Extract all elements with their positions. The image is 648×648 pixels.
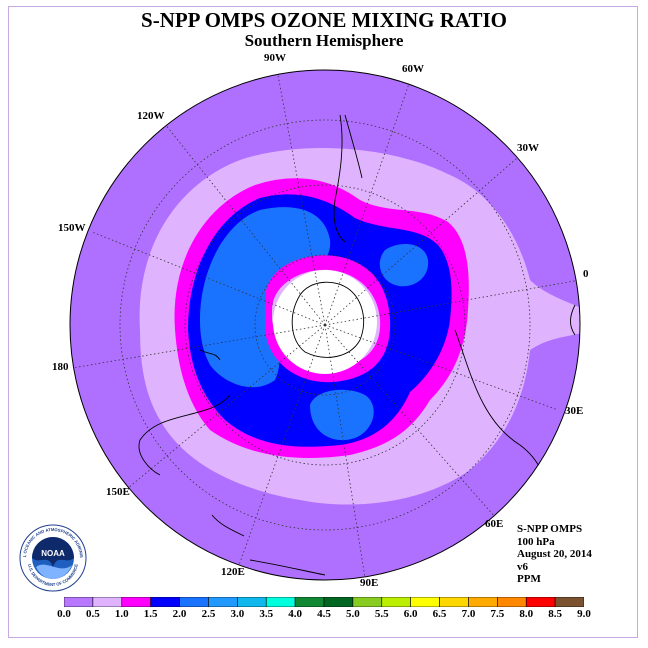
colorbar-tick-label: 6.0 bbox=[403, 608, 418, 620]
colorbar-segment bbox=[121, 597, 151, 607]
lon-label-60w: 60W bbox=[402, 63, 424, 75]
info-units: PPM bbox=[517, 573, 541, 585]
colorbar-segment bbox=[410, 597, 440, 607]
colorbar-tick-label: 2.0 bbox=[172, 608, 187, 620]
colorbar-segment bbox=[352, 597, 383, 607]
colorbar-tick-label: 8.5 bbox=[548, 608, 562, 620]
noaa-logo-icon: NATIONAL OCEANIC AND ATMOSPHERIC ADMINIS… bbox=[18, 523, 87, 592]
colorbar-tick-label: 7.0 bbox=[461, 608, 476, 620]
colorbar bbox=[64, 597, 584, 607]
polar-missing-data bbox=[273, 270, 377, 374]
lon-label-120w: 120W bbox=[137, 110, 165, 122]
noaa-logo-text: NOAA bbox=[41, 549, 65, 558]
info-date: August 20, 2014 bbox=[517, 548, 592, 560]
colorbar-tick-label: 0.0 bbox=[57, 608, 71, 620]
colorbar-segment bbox=[294, 597, 325, 607]
lon-label-150e: 150E bbox=[106, 486, 130, 498]
lon-label-180: 180 bbox=[52, 361, 69, 373]
colorbar-segment bbox=[92, 597, 123, 607]
product-info: S-NPP OMPS 100 hPa August 20, 2014 v6 PP… bbox=[517, 523, 592, 586]
colorbar-segment bbox=[497, 597, 527, 607]
info-instrument: S-NPP OMPS bbox=[517, 523, 583, 535]
map-subtitle: Southern Hemisphere bbox=[244, 31, 404, 50]
colorbar-segment bbox=[179, 597, 209, 607]
colorbar-segment bbox=[237, 597, 267, 607]
lon-label-0: 0 bbox=[583, 268, 589, 280]
info-level: 100 hPa bbox=[517, 535, 555, 548]
colorbar-segment bbox=[323, 597, 354, 607]
colorbar-segment bbox=[439, 597, 469, 607]
lon-label-30w: 30W bbox=[517, 142, 539, 154]
ozone-field-2.0-2.5-b bbox=[379, 244, 429, 287]
colorbar-tick-label: 8.0 bbox=[519, 608, 534, 620]
colorbar-tick-label: 4.5 bbox=[317, 608, 331, 620]
lon-label-90e: 90E bbox=[360, 577, 379, 589]
colorbar-segment bbox=[64, 597, 94, 607]
colorbar-segment bbox=[525, 597, 556, 607]
colorbar-tick-label: 3.0 bbox=[230, 608, 245, 620]
lon-label-120e: 120E bbox=[221, 566, 245, 578]
lon-label-60e: 60E bbox=[485, 518, 504, 530]
lon-label-90w: 90W bbox=[264, 52, 286, 64]
figure-frame bbox=[8, 6, 638, 638]
lon-label-30e: 30E bbox=[565, 405, 584, 417]
colorbar-segment bbox=[468, 597, 498, 607]
colorbar-tick-label: 6.5 bbox=[432, 608, 447, 620]
lon-label-150w: 150W bbox=[58, 222, 86, 234]
colorbar-tick-label: 5.0 bbox=[346, 608, 360, 620]
colorbar-tick-label: 1.5 bbox=[143, 608, 158, 620]
info-version: v6 bbox=[517, 560, 528, 573]
colorbar-tick-label: 7.5 bbox=[490, 608, 505, 620]
colorbar-tick-label: 5.5 bbox=[374, 608, 389, 620]
colorbar-tick-label: 1.0 bbox=[114, 608, 129, 620]
colorbar-segment bbox=[265, 597, 296, 607]
colorbar-segment bbox=[208, 597, 238, 607]
colorbar-segment bbox=[381, 597, 411, 607]
colorbar-tick-label: 9.0 bbox=[577, 608, 591, 620]
colorbar-tick-label: 2.5 bbox=[201, 608, 216, 620]
map-title: S-NPP OMPS OZONE MIXING RATIO bbox=[141, 8, 507, 32]
graticule bbox=[71, 70, 580, 579]
colorbar-segment bbox=[554, 597, 584, 607]
colorbar-tick-label: 4.0 bbox=[288, 608, 302, 620]
ozone-field-2.0-2.5-c bbox=[310, 389, 374, 441]
colorbar-segment bbox=[150, 597, 180, 607]
colorbar-tick-label: 0.5 bbox=[86, 608, 100, 620]
map-boundary bbox=[69, 69, 581, 581]
colorbar-tick-label: 3.5 bbox=[259, 608, 274, 620]
